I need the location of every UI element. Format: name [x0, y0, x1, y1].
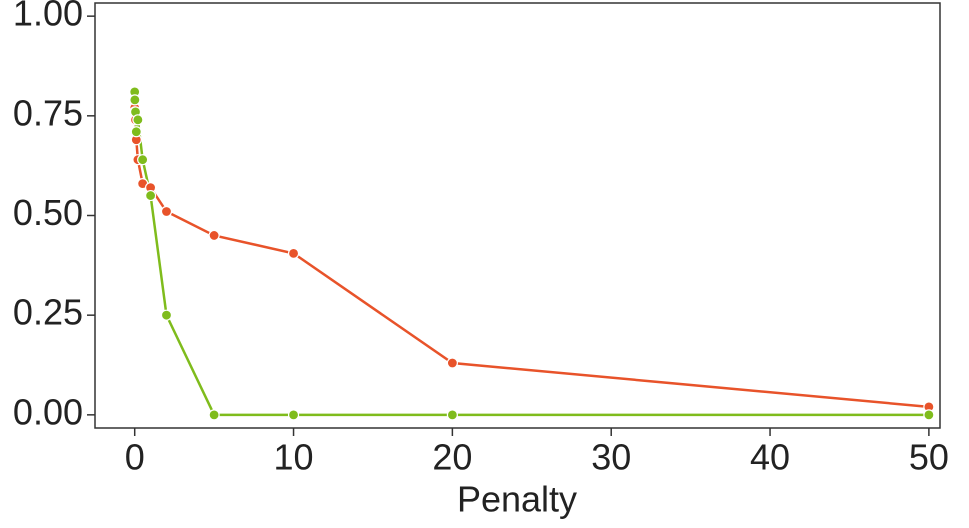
- y-tick-label: 1.00: [13, 0, 83, 34]
- series-line: [133, 107, 929, 409]
- data-point: [287, 247, 300, 259]
- series-line: [133, 91, 929, 417]
- data-point: [208, 229, 220, 242]
- y-tick-label: 0.25: [13, 292, 83, 333]
- data-point: [129, 94, 141, 106]
- data-point: [923, 409, 935, 421]
- data-point: [137, 154, 149, 166]
- x-axis-label: Penalty: [457, 479, 577, 520]
- data-point: [287, 409, 300, 421]
- x-tick-label: 20: [432, 437, 472, 478]
- x-tick-label: 40: [750, 437, 790, 478]
- plot-frame: [94, 2, 941, 429]
- x-tick-label: 0: [125, 437, 145, 478]
- x-tick-label: 10: [274, 437, 314, 478]
- data-point: [160, 205, 173, 218]
- y-tick-label: 0.50: [13, 192, 83, 233]
- x-tick-label: 50: [909, 437, 949, 478]
- data-point: [446, 409, 458, 421]
- data-point: [208, 409, 220, 421]
- data-point: [144, 189, 157, 202]
- x-tick-label: 30: [591, 437, 631, 478]
- data-point: [446, 357, 458, 369]
- y-tick-label: 0.75: [13, 92, 83, 133]
- y-tick-label: 0.00: [13, 391, 83, 432]
- data-point: [132, 114, 144, 126]
- data-point: [130, 126, 142, 138]
- data-point: [160, 309, 173, 321]
